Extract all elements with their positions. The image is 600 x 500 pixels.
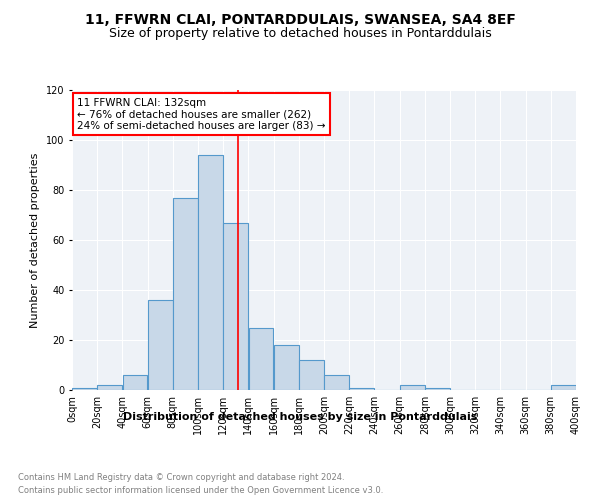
Text: Contains HM Land Registry data © Crown copyright and database right 2024.: Contains HM Land Registry data © Crown c…: [18, 472, 344, 482]
Bar: [198, 155, 223, 390]
Bar: [551, 385, 576, 390]
Text: Distribution of detached houses by size in Pontarddulais: Distribution of detached houses by size …: [123, 412, 477, 422]
Bar: [223, 222, 248, 390]
Y-axis label: Number of detached properties: Number of detached properties: [31, 152, 40, 328]
Bar: [72, 388, 97, 390]
Bar: [299, 360, 324, 390]
Bar: [349, 388, 374, 390]
Bar: [97, 385, 122, 390]
Text: Size of property relative to detached houses in Pontarddulais: Size of property relative to detached ho…: [109, 28, 491, 40]
Bar: [274, 345, 299, 390]
Bar: [122, 375, 148, 390]
Text: 11, FFWRN CLAI, PONTARDDULAIS, SWANSEA, SA4 8EF: 11, FFWRN CLAI, PONTARDDULAIS, SWANSEA, …: [85, 12, 515, 26]
Bar: [173, 198, 198, 390]
Bar: [148, 300, 173, 390]
Bar: [324, 375, 349, 390]
Bar: [425, 388, 450, 390]
Text: Contains public sector information licensed under the Open Government Licence v3: Contains public sector information licen…: [18, 486, 383, 495]
Bar: [248, 328, 274, 390]
Text: 11 FFWRN CLAI: 132sqm
← 76% of detached houses are smaller (262)
24% of semi-det: 11 FFWRN CLAI: 132sqm ← 76% of detached …: [77, 98, 326, 130]
Bar: [400, 385, 425, 390]
